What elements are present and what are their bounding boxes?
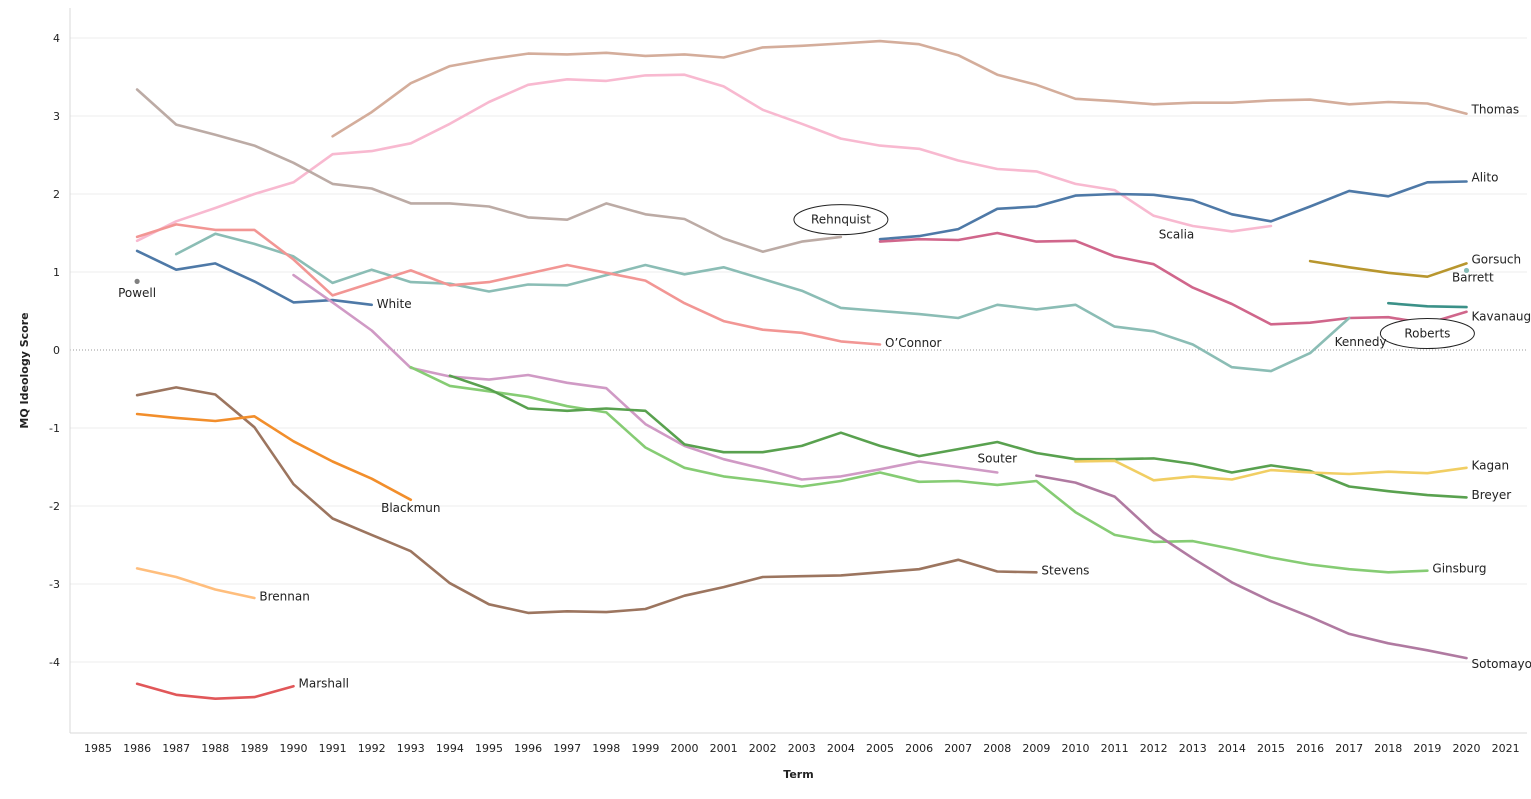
x-tick-label: 1992 bbox=[358, 742, 386, 755]
series-line-stevens bbox=[135, 386, 1038, 615]
series-label-barrett: Barrett bbox=[1452, 270, 1494, 284]
x-tick-label: 2005 bbox=[866, 742, 894, 755]
series-line-kennedy bbox=[174, 232, 1351, 373]
series-point-barrett bbox=[1463, 267, 1470, 274]
series-label-brennan: Brennan bbox=[259, 589, 309, 603]
y-tick-label: -4 bbox=[49, 656, 60, 669]
x-tick-label: 2003 bbox=[788, 742, 816, 755]
series-point-powell bbox=[134, 278, 140, 284]
series-label-white: White bbox=[377, 297, 412, 311]
series-label-breyer: Breyer bbox=[1472, 488, 1512, 502]
x-tick-label: 1995 bbox=[475, 742, 503, 755]
series-label-sotomayor: Sotomayor bbox=[1472, 657, 1531, 671]
x-tick-label: 1998 bbox=[592, 742, 620, 755]
axes: 4 3 2 1 0 -1 -2 -3 -4 1985 1986 1987 1988 1989 1990 199… bbox=[49, 8, 1527, 755]
x-tick-label: 2007 bbox=[944, 742, 972, 755]
series-label-stevens: Stevens bbox=[1041, 564, 1089, 578]
series-label-kagan: Kagan bbox=[1472, 458, 1510, 472]
series-line-kagan bbox=[1074, 459, 1468, 482]
series-label-thomas: Thomas bbox=[1471, 103, 1520, 117]
series-line-blackmun bbox=[135, 412, 413, 502]
y-tick-label: 3 bbox=[53, 110, 60, 123]
series-line-gorsuch bbox=[1308, 259, 1468, 279]
y-tick-label: -3 bbox=[49, 578, 60, 591]
series-label-powell: Powell bbox=[118, 286, 156, 300]
series-label-souter: Souter bbox=[978, 451, 1018, 465]
x-tick-label: 2019 bbox=[1413, 742, 1441, 755]
x-tick-label: 1985 bbox=[84, 742, 112, 755]
series-line-roberts bbox=[878, 231, 1468, 326]
x-tick-label: 2018 bbox=[1374, 742, 1402, 755]
x-tick-label: 2015 bbox=[1257, 742, 1285, 755]
x-tick-label: 2017 bbox=[1335, 742, 1363, 755]
series-line-brennan bbox=[135, 567, 256, 600]
y-tick-label: 4 bbox=[53, 32, 60, 45]
y-tick-label: 1 bbox=[53, 266, 60, 279]
x-tick-label: 2001 bbox=[710, 742, 738, 755]
y-tick-label: 2 bbox=[53, 188, 60, 201]
x-tick-label: 2020 bbox=[1453, 742, 1481, 755]
x-tick-label: 2013 bbox=[1179, 742, 1207, 755]
x-tick-label: 2014 bbox=[1218, 742, 1246, 755]
series-line-ginsburg bbox=[409, 365, 1429, 574]
x-tick-label: 1991 bbox=[319, 742, 347, 755]
series-line-thomas bbox=[331, 39, 1468, 138]
x-tick-label: 2012 bbox=[1140, 742, 1168, 755]
x-tick-label: 1997 bbox=[553, 742, 581, 755]
label-highlight-ellipse-roberts bbox=[1379, 318, 1475, 350]
x-tick-label: 1988 bbox=[201, 742, 229, 755]
series-label-roberts: Roberts bbox=[1404, 327, 1450, 341]
series-line-sotomayor bbox=[1035, 474, 1468, 660]
series-label-ginsburg: Ginsburg bbox=[1432, 561, 1486, 575]
x-tick-label: 1993 bbox=[397, 742, 425, 755]
series-line-breyer bbox=[448, 374, 1468, 499]
x-tick-label: 1987 bbox=[162, 742, 190, 755]
series-label-scalia: Scalia bbox=[1159, 227, 1195, 241]
x-tick-label: 1990 bbox=[280, 742, 308, 755]
series-label-marshall: Marshall bbox=[299, 677, 350, 691]
y-tick-label: -2 bbox=[49, 500, 60, 513]
series-line-marshall bbox=[135, 682, 295, 701]
x-tick-label: 2006 bbox=[905, 742, 933, 755]
label-highlight-ellipse-rehnquist bbox=[793, 204, 889, 236]
y-tick-label: 0 bbox=[53, 344, 60, 357]
x-tick-label: 2008 bbox=[983, 742, 1011, 755]
x-tick-label: 2010 bbox=[1062, 742, 1090, 755]
series-line-alito bbox=[878, 180, 1468, 241]
series-label-blackmun: Blackmun bbox=[381, 501, 440, 515]
x-tick-label: 2002 bbox=[749, 742, 777, 755]
x-tick-label: 2016 bbox=[1296, 742, 1324, 755]
y-axis-title: MQ Ideology Score bbox=[18, 312, 31, 428]
series-label-gorsuch: Gorsuch bbox=[1472, 252, 1522, 266]
x-tick-label: 2004 bbox=[827, 742, 855, 755]
gridlines bbox=[70, 37, 1527, 663]
series-line-white bbox=[135, 249, 374, 307]
x-tick-label: 2011 bbox=[1101, 742, 1129, 755]
x-tick-label: 1999 bbox=[631, 742, 659, 755]
x-tick-label: 1989 bbox=[240, 742, 268, 755]
y-tick-label: -1 bbox=[49, 422, 60, 435]
series-line-scalia bbox=[135, 73, 1273, 243]
series-label-rehnquist: Rehnquist bbox=[811, 213, 871, 227]
x-tick-label: 1986 bbox=[123, 742, 151, 755]
x-tick-label: 1994 bbox=[436, 742, 464, 755]
series-line-kavanaugh bbox=[1387, 301, 1468, 309]
x-tick-label: 2000 bbox=[671, 742, 699, 755]
x-tick-label: 2009 bbox=[1022, 742, 1050, 755]
x-tick-label: 2021 bbox=[1492, 742, 1520, 755]
series-lines bbox=[134, 39, 1470, 701]
series-labels: Thomas Alito Scalia Rehnquist Gorsuch Barrett… bbox=[118, 103, 1531, 691]
series-label-kennedy: Kennedy bbox=[1335, 335, 1387, 349]
x-axis-title: Term bbox=[783, 768, 813, 781]
series-line-rehnquist bbox=[135, 88, 843, 253]
series-label-kavanaugh: Kavanaugh bbox=[1472, 309, 1531, 323]
series-line-o-connor bbox=[135, 223, 882, 346]
series-label-alito: Alito bbox=[1472, 171, 1499, 185]
series-label-o-connor: O’Connor bbox=[885, 336, 942, 350]
x-tick-label: 1996 bbox=[514, 742, 542, 755]
